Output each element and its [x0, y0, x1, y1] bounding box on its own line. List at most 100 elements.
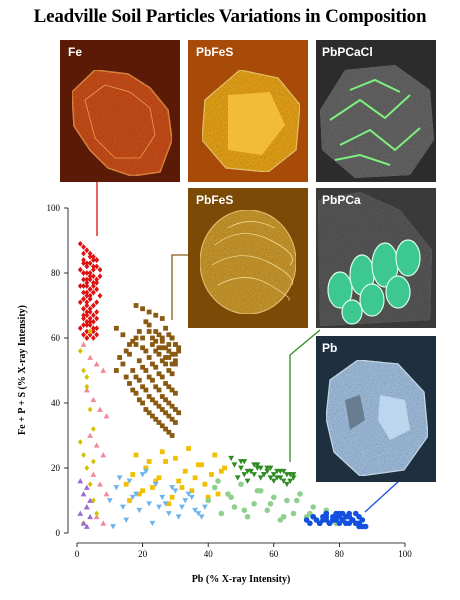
series-pink-triangles [80, 341, 110, 526]
data-point [136, 507, 143, 514]
data-point [91, 426, 96, 432]
data-point [159, 449, 165, 455]
data-point [81, 260, 86, 267]
data-point [169, 371, 175, 377]
x-ticks: 0 20 40 60 80 100 [75, 543, 412, 559]
data-point [84, 322, 90, 328]
data-point [176, 410, 182, 416]
data-point [84, 289, 90, 296]
data-point [173, 455, 178, 461]
data-point [166, 332, 172, 338]
data-point [77, 266, 83, 273]
data-point [205, 497, 211, 504]
data-point [234, 475, 241, 481]
data-point [182, 498, 189, 504]
data-point [297, 491, 303, 497]
data-point [153, 384, 159, 390]
data-point [129, 494, 136, 501]
data-point [152, 481, 159, 488]
data-point [143, 348, 149, 354]
data-point [209, 472, 214, 477]
panel-fe: Fe [60, 40, 180, 182]
data-point [146, 322, 152, 328]
data-point [153, 364, 159, 370]
data-point [156, 504, 162, 510]
data-point [218, 510, 225, 517]
data-point [91, 283, 96, 289]
data-point [127, 381, 132, 386]
data-point [166, 501, 172, 507]
data-point [87, 513, 94, 520]
series-pbpcacl [228, 455, 297, 488]
data-point [123, 374, 129, 380]
data-point [169, 387, 175, 393]
data-point [163, 325, 168, 331]
data-point [150, 377, 155, 383]
data-point [143, 465, 149, 471]
data-point [162, 501, 169, 507]
fe-particle [71, 69, 173, 177]
data-point [150, 342, 155, 347]
data-point [94, 325, 100, 332]
x-axis-label: Pb (% X-ray Intensity) [192, 574, 291, 585]
data-point [264, 507, 271, 514]
data-point [133, 452, 139, 458]
x-tick-label: 0 [75, 549, 80, 559]
series-pbfes2 [123, 446, 227, 507]
data-point [280, 478, 287, 484]
data-point [159, 423, 165, 429]
data-point [87, 481, 93, 488]
data-point [81, 270, 86, 276]
data-point [150, 335, 155, 341]
data-point [133, 374, 139, 380]
data-point [257, 475, 264, 481]
x-tick-label: 20 [138, 549, 148, 559]
data-point [87, 497, 94, 503]
data-point [212, 452, 218, 458]
data-point [81, 289, 86, 296]
data-point [172, 488, 179, 494]
data-point [307, 520, 313, 527]
data-point [215, 478, 221, 484]
data-point [81, 331, 86, 338]
panel-label-pb: Pb [322, 341, 337, 355]
data-point [166, 429, 172, 435]
data-point [163, 355, 168, 360]
data-point [150, 397, 155, 403]
data-point [159, 345, 165, 351]
data-point [91, 302, 96, 309]
data-point [179, 504, 185, 510]
series-pb [303, 510, 369, 530]
data-point [87, 328, 93, 335]
data-point [169, 433, 175, 438]
data-point [165, 511, 172, 517]
data-point [117, 355, 123, 360]
data-point [94, 309, 100, 315]
data-point [228, 494, 234, 501]
data-point [87, 406, 93, 413]
data-point [93, 513, 100, 520]
panel-pbfes-top: PbFeS [188, 40, 308, 182]
y-tick-label: 80 [51, 268, 61, 278]
data-point [280, 468, 287, 475]
data-point [84, 276, 90, 283]
data-point [84, 260, 90, 267]
data-point [261, 472, 267, 478]
data-point [77, 510, 84, 516]
data-point [136, 397, 142, 403]
data-point [143, 387, 149, 393]
data-point [139, 472, 146, 478]
data-point [241, 507, 248, 514]
data-point [140, 488, 145, 494]
y-axis-label: Fe + P + S (% X-ray Intensity) [17, 305, 28, 435]
data-point [251, 472, 258, 478]
data-point [238, 465, 244, 471]
data-point [87, 315, 93, 322]
data-point [254, 465, 261, 471]
data-point [90, 471, 97, 477]
data-point [140, 345, 145, 351]
data-point [146, 309, 152, 315]
data-point [140, 364, 145, 370]
series-blue-triangles [106, 468, 208, 530]
